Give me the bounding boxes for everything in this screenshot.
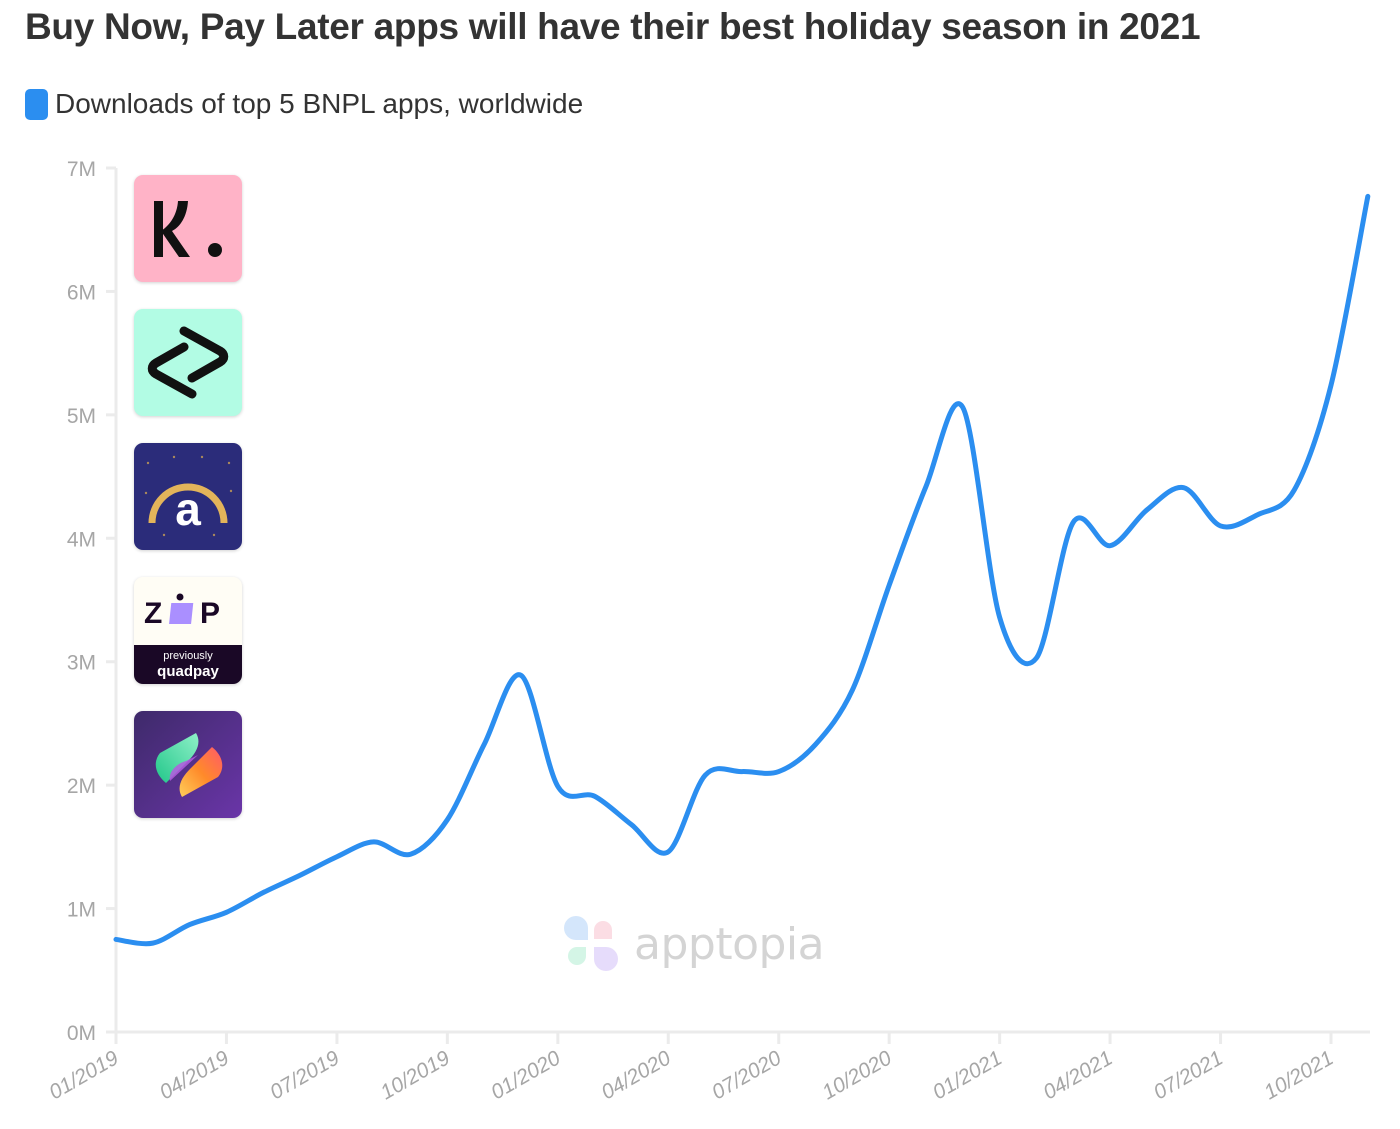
downloads-line bbox=[113, 193, 1371, 947]
x-tick-label: 10/2021 bbox=[1260, 1046, 1337, 1104]
x-tick-label: 01/2021 bbox=[929, 1046, 1006, 1104]
x-tick-label: 04/2019 bbox=[156, 1046, 234, 1104]
y-tick-label: 5M bbox=[67, 405, 96, 428]
x-tick-label: 04/2021 bbox=[1039, 1046, 1116, 1104]
y-tick-label: 3M bbox=[67, 652, 96, 675]
x-tick-label: 01/2019 bbox=[45, 1046, 123, 1104]
legend-swatch bbox=[25, 88, 48, 120]
x-tick-label: 07/2019 bbox=[266, 1046, 344, 1104]
svg-text:Z: Z bbox=[144, 597, 162, 630]
y-axis-labels: 0M 1M 2M 3M 4M 5M 6M 7M bbox=[67, 158, 96, 1045]
chart-title: Buy Now, Pay Later apps will have their … bbox=[25, 6, 1201, 47]
legend-label: Downloads of top 5 BNPL apps, worldwide bbox=[55, 88, 584, 119]
y-tick-label: 6M bbox=[67, 281, 96, 304]
legend: Downloads of top 5 BNPL apps, worldwide bbox=[25, 88, 583, 120]
zip-quadpay-icon: Z P previously quadpay bbox=[134, 577, 242, 684]
y-tick-label: 4M bbox=[67, 528, 96, 551]
klarna-icon bbox=[134, 175, 242, 282]
affirm-icon: a bbox=[134, 443, 242, 550]
x-tick-label: 07/2021 bbox=[1150, 1046, 1227, 1104]
axes bbox=[106, 166, 1370, 1044]
svg-text:quadpay: quadpay bbox=[157, 663, 219, 680]
svg-text:P: P bbox=[200, 597, 220, 630]
x-tick-label: 10/2019 bbox=[377, 1046, 455, 1104]
y-tick-label: 1M bbox=[67, 899, 96, 922]
svg-text:a: a bbox=[175, 483, 201, 535]
y-tick-label: 7M bbox=[67, 158, 96, 181]
x-tick-label: 01/2020 bbox=[487, 1046, 565, 1104]
x-tick-label: 04/2020 bbox=[598, 1046, 676, 1104]
apptopia-wordmark: apptopia bbox=[634, 918, 825, 970]
x-tick-label: 10/2020 bbox=[818, 1046, 896, 1104]
afterpay-icon bbox=[134, 309, 242, 416]
apptopia-watermark: apptopia bbox=[562, 914, 825, 974]
svg-text:previously: previously bbox=[163, 650, 213, 662]
y-tick-label: 2M bbox=[67, 775, 96, 798]
x-axis-labels: 01/2019 04/2019 07/2019 10/2019 01/2020 04/20… bbox=[45, 1046, 1337, 1104]
sezzle-icon bbox=[134, 711, 242, 818]
apptopia-logo-icon bbox=[564, 916, 618, 971]
x-tick-label: 07/2020 bbox=[708, 1046, 786, 1104]
y-tick-label: 0M bbox=[67, 1022, 96, 1045]
